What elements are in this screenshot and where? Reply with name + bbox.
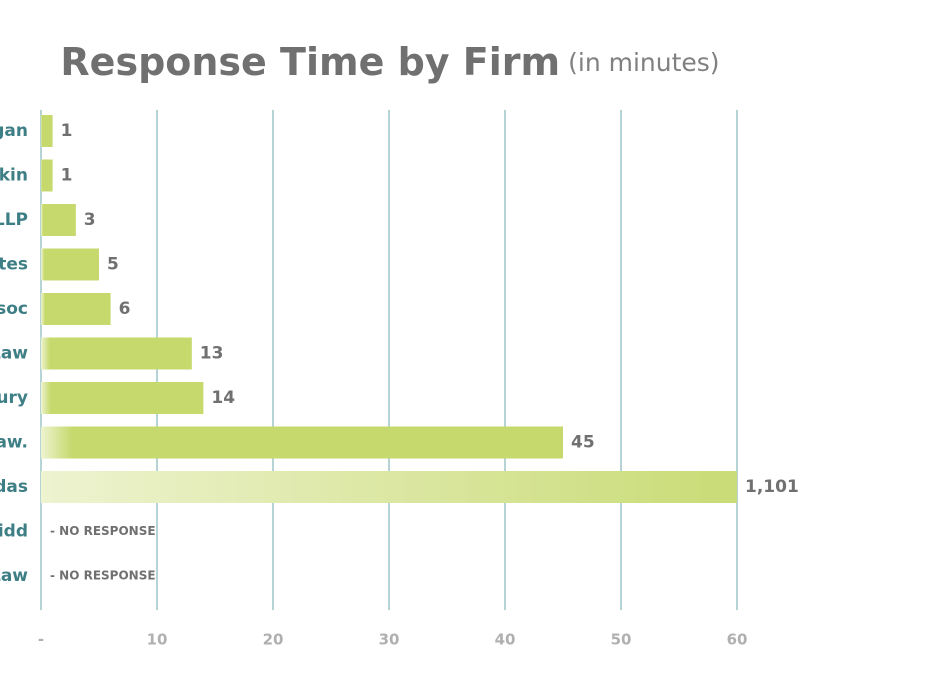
- bar: [41, 382, 204, 414]
- category-label: kin: [0, 166, 28, 186]
- no-response-label: - NO RESPONSE: [50, 524, 156, 538]
- category-label: gan: [0, 121, 28, 141]
- category-label: tes: [0, 255, 28, 275]
- x-tick-label: 30: [379, 631, 400, 649]
- x-tick-label: 40: [495, 631, 516, 649]
- bar: [41, 204, 76, 236]
- value-label: 3: [84, 210, 96, 230]
- category-label: Law: [0, 344, 28, 364]
- category-label: aw.: [0, 433, 28, 453]
- value-label: 1: [61, 121, 73, 141]
- bar: [41, 115, 53, 147]
- value-label: 1: [61, 166, 73, 186]
- no-response-label: - NO RESPONSE: [50, 569, 156, 583]
- value-label: 6: [119, 299, 131, 319]
- bar: [41, 426, 563, 459]
- bars: [41, 115, 737, 503]
- value-label: 45: [571, 433, 595, 453]
- x-tick-label: 60: [727, 631, 748, 649]
- category-label: das: [0, 477, 28, 497]
- value-label: 13: [200, 344, 224, 364]
- value-label: 14: [211, 388, 235, 408]
- bar: [41, 159, 53, 192]
- plot: - 10 20 30 40 50 60 gan 1 kin 1 LLP 3 tes 5 soc 6 Law 13 ur…: [0, 110, 799, 649]
- title: Response Time by Firm: [60, 40, 560, 84]
- category-label: LLP: [0, 210, 28, 230]
- category-label: ury: [0, 388, 28, 408]
- bar: [41, 293, 111, 325]
- x-tick-label: 20: [263, 631, 284, 649]
- category-label: soc: [0, 299, 28, 319]
- category-label: idd: [0, 522, 28, 542]
- subtitle: (in minutes): [568, 48, 719, 77]
- x-tick-label: 10: [147, 631, 168, 649]
- x-tick-label: 50: [611, 631, 632, 649]
- value-label: 5: [107, 255, 119, 275]
- bar: [41, 337, 192, 370]
- category-label: Law: [0, 566, 28, 586]
- bar: [41, 471, 737, 503]
- chart-title: Response Time by Firm (in minutes): [60, 40, 719, 84]
- value-label: 1,101: [745, 477, 799, 497]
- x-tick-label: -: [38, 631, 44, 649]
- bar: [41, 248, 99, 281]
